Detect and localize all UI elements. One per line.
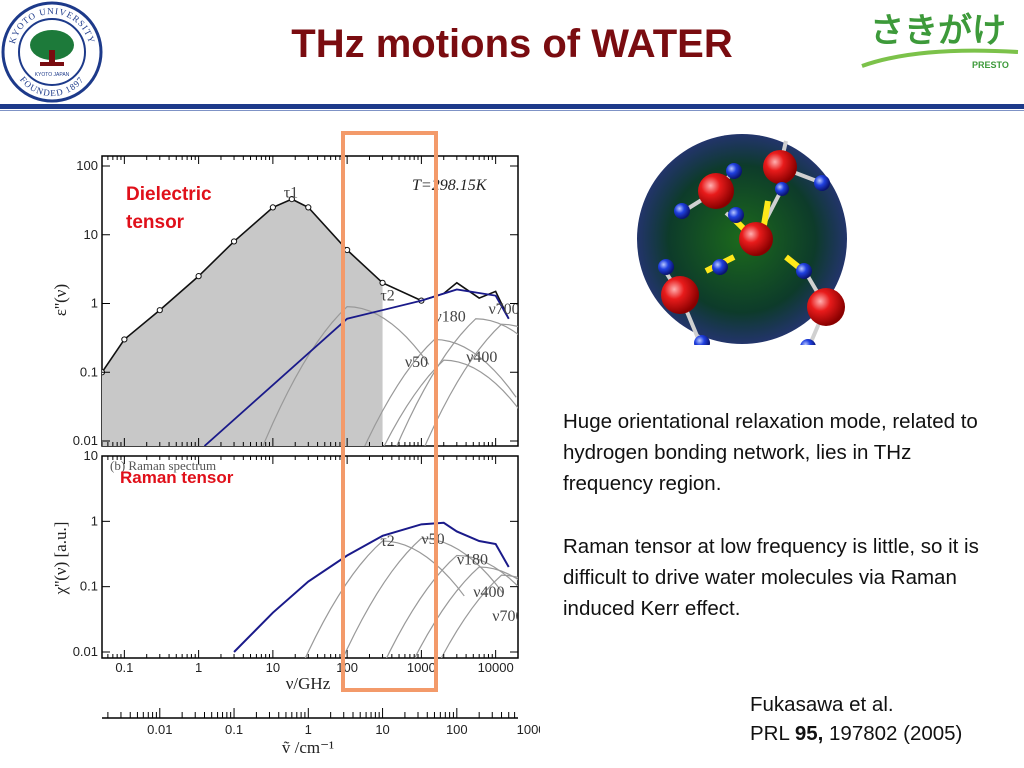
citation-journal: PRL (750, 722, 795, 745)
frequency-axis-label: ν/GHz (286, 674, 331, 693)
y-tick-label: 0.1 (80, 579, 98, 594)
raman-panel-label: (b) Raman spectrum (110, 458, 216, 473)
bottom-ylabel: χ''(ν) [a.u.] (51, 522, 70, 596)
dielectric-point (195, 273, 202, 280)
mode-label: τ1 (284, 184, 298, 201)
top-ylabel: ε''(ν) (51, 284, 70, 316)
y-tick-label: 1 (91, 513, 98, 528)
temperature-label: T=298.15K (412, 177, 488, 194)
mode-band (414, 566, 518, 658)
description-raman-tensor: Raman tensor at low frequency is little,… (563, 535, 979, 620)
presto-label: PRESTO (972, 60, 1009, 70)
dielectric-tensor-annotation: Dielectric tensor (126, 184, 212, 233)
presto-script: さきがけ (870, 11, 1006, 51)
y-tick-label: 0.01 (73, 644, 98, 659)
x-tick-label: 1000 (407, 660, 436, 675)
y-tick-label: 100 (76, 158, 98, 173)
mode-label: ν700 (492, 608, 523, 625)
x-tick-label: 10000 (478, 660, 514, 675)
y-tick-label: 1 (91, 296, 98, 311)
mode-label: ν50 (405, 354, 428, 371)
wavenumber-tick-label: 0.01 (147, 722, 172, 737)
raman-series-line (233, 521, 510, 653)
mode-band (385, 554, 518, 658)
tau1-area (102, 199, 383, 446)
dielectric-point (305, 204, 312, 211)
wavenumber-tick-label: 1000 (517, 722, 540, 737)
mode-label: ν180 (457, 551, 488, 568)
y-tick-label: 10 (84, 227, 98, 242)
mode-label: τ2 (380, 288, 394, 305)
dielectric-point (230, 238, 238, 245)
mode-label: ν400 (466, 349, 497, 366)
wavenumber-tick-label: 0.1 (225, 722, 243, 737)
presto-logo: さきがけ PRESTO (861, 11, 1019, 70)
mode-label: ν400 (473, 584, 504, 601)
mode-label: ν700 (488, 301, 519, 318)
mode-band (383, 359, 518, 446)
slide-title: THz motions of WATER (291, 22, 733, 66)
tau2-series-line (203, 288, 510, 446)
dielectric-point (156, 307, 163, 314)
y-tick-label: 0.1 (80, 364, 98, 379)
citation-reference: PRL 95, 197802 (2005) (750, 719, 962, 748)
mode-label: τ2 (380, 533, 394, 550)
mode-band (364, 338, 517, 446)
mode-band (342, 537, 504, 658)
raman-tensor-annotation: Raman tensor (120, 468, 234, 487)
mode-label: ν50 (421, 531, 444, 548)
mode-band (424, 323, 518, 446)
citation-authors: Fukasawa et al. (750, 693, 894, 716)
wavenumber-tick-label: 10 (375, 722, 389, 737)
x-tick-label: 0.1 (115, 660, 133, 675)
x-tick-label: 10 (266, 660, 280, 675)
dielectric-point (379, 279, 386, 286)
x-tick-label: 1 (195, 660, 202, 675)
seal-center-text: KYOTO JAPAN (35, 72, 70, 78)
citation-volume: 95, (794, 722, 824, 745)
spectrum-figure: τ1 τ2 ν180 ν700 ν50 ν400 τ2 ν50 ν180 ν400 ν700 0.… (51, 155, 540, 757)
mode-band (304, 540, 465, 658)
dielectric-point (269, 204, 276, 211)
header-rule (0, 104, 1024, 109)
water-molecule-illustration (637, 134, 847, 345)
mode-band (440, 574, 518, 658)
mode-band (262, 306, 430, 446)
dielectric-point (121, 336, 128, 343)
wavenumber-tick-label: 100 (446, 722, 468, 737)
y-tick-label: 0.01 (73, 433, 98, 448)
y-tick-label: 10 (84, 448, 98, 463)
mode-band (396, 318, 518, 446)
kyoto-university-seal: KYOTO UNIVERSITY FOUNDED 1897 KYOTO JAPA… (1, 1, 103, 103)
citation: Fukasawa et al. PRL 95, 197802 (2005) (750, 690, 962, 748)
thz-highlight-box (341, 131, 438, 692)
wavenumber-tick-label: 1 (305, 722, 312, 737)
bottom-panel-frame (101, 455, 519, 659)
description-orientational-relaxation: Huge orientational relaxation mode, rela… (563, 410, 978, 495)
wavenumber-axis-label: ṽ /cm⁻¹ (282, 738, 334, 757)
citation-pages-year: 197802 (2005) (823, 722, 963, 745)
mode-label: ν180 (434, 308, 465, 325)
header-rule-thin (0, 110, 1024, 111)
dielectric-point (288, 196, 295, 203)
